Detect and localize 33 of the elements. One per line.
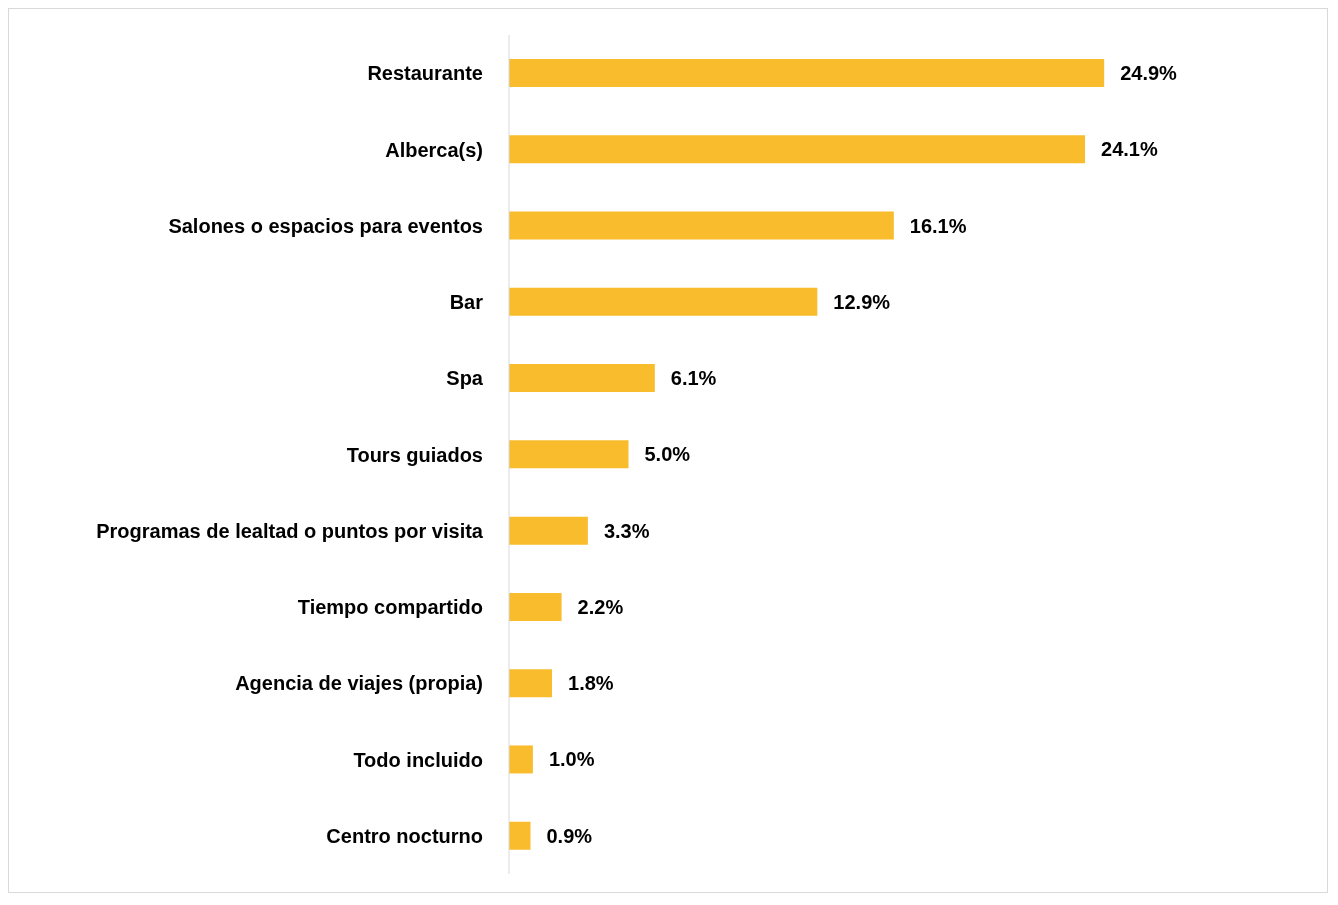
data-label: 1.8%	[568, 672, 614, 695]
bar	[509, 59, 1105, 87]
data-label: 24.9%	[1120, 62, 1178, 84]
y-tick-label: Tours guiados	[346, 443, 483, 466]
data-label: 24.1%	[1101, 138, 1158, 161]
bar	[509, 211, 894, 240]
bar	[509, 364, 655, 393]
data-label: 3.3%	[603, 519, 650, 542]
data-label: 16.1%	[909, 214, 967, 237]
bar	[509, 287, 818, 316]
data-label: 12.9%	[833, 290, 891, 313]
bar	[509, 745, 533, 774]
bar	[509, 440, 629, 469]
y-tick-label: Agencia de viajes (propia)	[235, 672, 483, 695]
bar	[509, 592, 562, 621]
data-label: 2.2%	[577, 595, 624, 618]
y-tick-label: Bar	[449, 291, 484, 314]
bar	[509, 669, 553, 698]
y-tick-label: Todo incluido	[353, 748, 483, 771]
y-tick-label: Alberca(s)	[385, 138, 483, 161]
bar	[509, 135, 1086, 164]
y-tick-label: Salones o espacios para eventos	[168, 214, 483, 237]
y-tick-label: Tiempo compartido	[297, 596, 483, 619]
y-tick-label: Centro nocturno	[326, 824, 483, 847]
y-tick-label: Spa	[446, 367, 484, 390]
data-label: 0.9%	[546, 824, 593, 847]
bar	[509, 821, 531, 850]
data-label: 5.0%	[644, 443, 691, 466]
data-label: 6.1%	[670, 367, 717, 390]
y-tick-label: Programas de lealtad o puntos por visita	[96, 519, 484, 542]
y-tick-label: Restaurante	[367, 62, 483, 85]
data-label: 1.0%	[548, 748, 595, 771]
bar	[509, 516, 588, 545]
